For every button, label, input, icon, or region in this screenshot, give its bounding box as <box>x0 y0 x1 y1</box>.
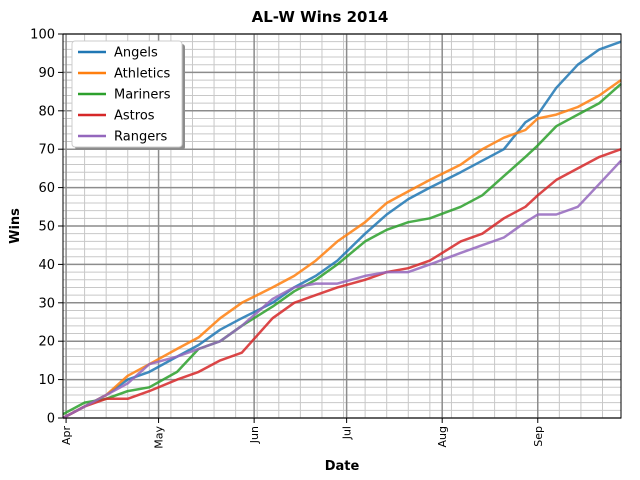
series-line-angels <box>62 40 622 420</box>
x-tick-label: Sep <box>532 426 545 447</box>
legend-label: Rangers <box>114 130 168 145</box>
series-line-mariners <box>62 82 622 416</box>
y-tick-label: 100 <box>30 28 55 43</box>
series-line-astros <box>62 148 622 420</box>
y-tick-label: 20 <box>38 335 55 350</box>
x-tick-label: May <box>153 426 166 449</box>
legend: Angels Athletics Mariners Astros Rangers <box>71 40 185 150</box>
chart-title: AL-W Wins 2014 <box>252 8 389 26</box>
y-tick-label: 80 <box>38 104 55 119</box>
legend-label: Mariners <box>114 88 171 103</box>
x-tick-label: Apr <box>60 426 73 446</box>
series-layer <box>62 40 622 420</box>
x-tick-label: Jun <box>248 426 261 444</box>
y-tick-label: 40 <box>38 258 55 273</box>
y-tick-label: 10 <box>38 373 55 388</box>
y-tick-label: 30 <box>38 296 55 311</box>
x-axis-ticks: Apr May Jun Jul Aug Sep <box>60 418 545 449</box>
x-tick-label: Aug <box>436 426 449 447</box>
y-tick-label: 0 <box>47 412 55 427</box>
series-line-rangers <box>62 159 622 420</box>
y-tick-label: 50 <box>38 220 55 235</box>
legend-label: Angels <box>114 46 158 61</box>
y-axis-ticks: 0 10 20 30 40 50 60 70 80 90 100 <box>30 28 63 427</box>
y-tick-label: 60 <box>38 181 55 196</box>
y-tick-label: 90 <box>38 66 55 81</box>
legend-box <box>71 40 183 148</box>
legend-label: Astros <box>114 109 155 124</box>
y-axis-label: Wins <box>8 208 23 244</box>
legend-label: Athletics <box>114 67 170 82</box>
x-tick-label: Jul <box>341 426 354 440</box>
x-axis-label: Date <box>325 459 360 474</box>
y-tick-label: 70 <box>38 143 55 158</box>
